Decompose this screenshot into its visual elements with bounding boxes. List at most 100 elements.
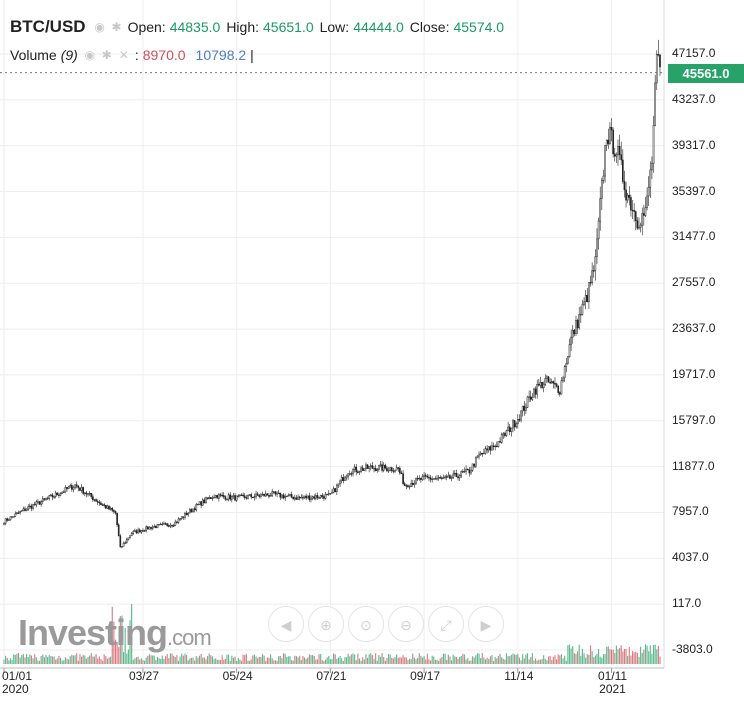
candle-body [408,486,411,488]
candle-body [565,363,568,367]
volume-bar [415,659,417,664]
volume-bar [58,655,60,664]
volume-bar [580,655,582,664]
volume-bar [258,656,260,664]
volume-bar [631,651,634,664]
candle-body [659,54,661,68]
candle-body [210,497,212,499]
candle-body [539,381,542,386]
volume-bar [229,660,231,664]
volume-bar [496,658,498,664]
volume-bar [40,655,42,664]
volume-bar [312,654,314,664]
volume-bar [202,657,204,664]
candle-body [253,496,256,499]
volume-bar [596,653,598,664]
volume-bar [483,657,485,664]
candle-body [369,465,372,467]
candle-body [505,430,508,436]
volume-bar [315,659,317,664]
candle-body [491,445,493,451]
x-tick-year: 2021 [599,682,626,696]
last-price-badge: 45561.0 [668,63,744,83]
candle-body [361,467,364,471]
candle-body [201,499,204,506]
candle-body [550,381,553,383]
volume-bar [379,656,382,664]
candle-body [531,396,534,400]
candle-body [179,518,181,520]
open-label: Open: [127,19,166,35]
candle-body [647,186,650,197]
high-value: 45651.0 [263,19,314,35]
volume-bar [53,656,55,664]
candle-body [450,477,453,479]
candle-body [418,477,421,480]
volume-bar [333,653,335,664]
candle-body [620,154,623,161]
volume-bar [522,654,524,664]
volume-bar [27,657,29,664]
candle-body [323,496,325,499]
volume-legend: Volume (9) ◉ ✱ ✕ : 8970.0 10798.2 | [10,47,258,63]
candle-body [274,491,277,495]
volume-bar [459,656,461,664]
candle-body [474,457,477,467]
zoom-out-icon[interactable]: ⊖ [388,606,424,642]
candle-body [397,467,400,469]
x-tick-text: 09/17 [410,669,441,683]
candle-body [612,129,614,155]
candle-body [83,492,86,494]
volume-bar [636,652,638,664]
candle-body [203,499,206,503]
volume-bar [472,656,474,664]
close-label: Close: [409,19,450,35]
eye-icon[interactable]: ◉ [84,48,96,62]
candle-body [279,492,282,498]
volume-bar [408,658,411,664]
volume-bar [470,660,472,664]
gear-icon[interactable]: ✱ [101,48,112,62]
zoom-reset-icon[interactable]: ⊙ [348,606,384,642]
candle-body [326,493,328,496]
scroll-left-icon[interactable]: ◀ [268,606,304,642]
candle-body [652,125,655,164]
volume-bar [307,657,309,664]
volume-bar [239,659,241,664]
volume-bar [607,646,609,664]
zoom-fit-icon[interactable]: ⤢ [428,606,464,642]
candle-body [374,467,377,471]
gear-icon[interactable]: ✱ [111,20,122,34]
x-tick-label: 07/21 [314,670,348,683]
candle-body [518,419,521,421]
x-tick-year: 2020 [2,682,29,696]
candle-body [416,478,419,480]
y-tick-label: -3803.0 [672,642,713,656]
candle-body [534,388,537,395]
candle-body [405,485,408,487]
logo-suffix: .com [167,625,212,650]
scroll-right-icon[interactable]: ▶ [468,606,504,642]
volume-bar [190,657,192,664]
zoom-in-icon[interactable]: ⊕ [308,606,344,642]
volume-bar [186,654,188,664]
volume-bar [345,657,348,664]
candle-body [200,501,202,506]
volume-bar [134,658,136,664]
candle-body [399,468,401,474]
candle-body [331,492,333,494]
volume-bar [316,659,319,664]
eye-icon[interactable]: ◉ [94,20,105,34]
candle-body [607,139,610,144]
volume-bar [250,659,252,664]
volume-bar [562,658,564,664]
volume-bar [418,653,420,664]
close-icon[interactable]: ✕ [118,48,129,62]
candle-body [442,477,445,479]
candle-body [533,388,535,398]
volume-bar [51,656,54,664]
volume-bar [480,658,482,664]
volume-bar [392,658,394,664]
